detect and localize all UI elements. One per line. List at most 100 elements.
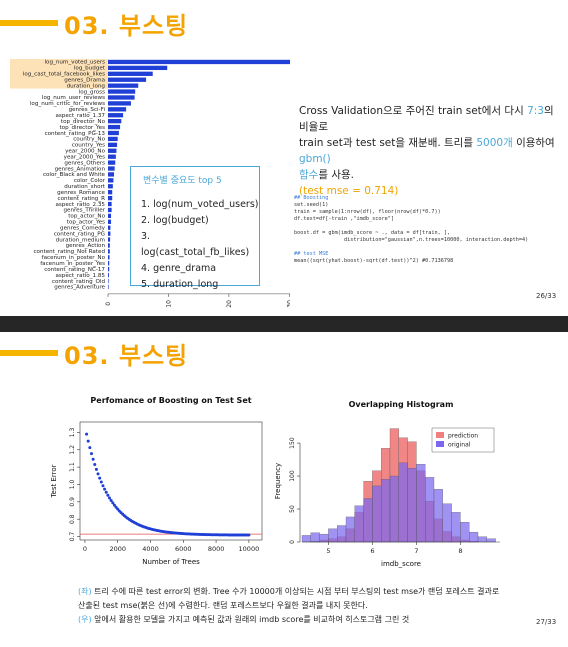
code-line: distribution="gaussian",n.trees=10000, i… — [294, 237, 528, 244]
importance-bar — [108, 78, 146, 82]
importance-bar — [108, 66, 167, 70]
error-point — [106, 494, 109, 497]
y-tick-label: 100 — [289, 470, 296, 482]
code-line: set.seed(1) — [294, 202, 528, 209]
x-tick-label: 6 — [370, 547, 374, 555]
r-code-block: ## Boosting set.seed(1) train = sample(1:n… — [294, 195, 528, 265]
category-label: genres_Adventure — [54, 285, 105, 291]
cv-fn2: 함수 — [299, 169, 318, 181]
importance-bar — [108, 155, 116, 159]
caption-left: 트리 수에 따른 test error의 변화. Tree 수가 10000개 … — [78, 587, 499, 610]
importance-bar — [108, 113, 123, 117]
importance-bar — [108, 231, 110, 235]
y-tick-label: 0.7 — [69, 532, 76, 542]
original-bar — [311, 533, 320, 542]
error-point — [93, 463, 96, 466]
slide-caption: (좌) 트리 수에 따른 test error의 변화. Tree 수가 100… — [78, 585, 508, 627]
x-tick-label: 20 — [226, 300, 233, 308]
x-tick-label: 0 — [83, 545, 87, 553]
x-tick-label: 7 — [414, 547, 418, 555]
top5-item: 4. genre_drama — [141, 261, 259, 277]
x-tick-label: 2000 — [109, 545, 126, 553]
importance-bar — [108, 72, 153, 76]
original-bar — [460, 522, 469, 542]
y-tick-label: 0.9 — [69, 497, 76, 507]
code-line: train = sample(1:nrow(df), floor(nrow(df… — [294, 209, 528, 216]
original-bar — [478, 537, 487, 542]
caption-right: 앞에서 활용한 모델을 가지고 예측된 값과 원래의 imdb score를 비… — [92, 615, 410, 624]
original-bar — [302, 535, 311, 542]
importance-bar — [108, 125, 120, 129]
original-bar — [469, 532, 478, 542]
original-bar — [381, 479, 390, 542]
cv-text-3: train set과 test set을 재분배. 트리를 — [299, 137, 476, 149]
slide-title: 03. 부스팅 — [64, 336, 188, 371]
top5-item: 1. log(num_voted_users) — [141, 197, 259, 213]
importance-bar — [108, 89, 135, 93]
legend-swatch — [436, 441, 444, 447]
error-point — [95, 468, 98, 471]
error-point — [97, 472, 100, 475]
importance-bar — [108, 190, 112, 194]
y-tick-label: 1.3 — [69, 427, 76, 437]
importance-bar — [108, 95, 135, 99]
x-tick-label: 0 — [105, 302, 112, 306]
original-bar — [425, 477, 434, 542]
x-tick-label: 10000 — [239, 545, 260, 553]
error-point — [103, 488, 106, 491]
top5-list: 1. log(num_voted_users) 2. log(budget) 3. … — [141, 197, 259, 293]
x-axis-label: Number of Trees — [142, 558, 200, 566]
original-bar — [364, 498, 373, 542]
page-number: 27/33 — [536, 618, 556, 626]
code-line: boost.df = gbm(imdb_score ~ ., data = df… — [294, 230, 528, 237]
original-bar — [372, 486, 381, 542]
original-bar — [337, 526, 346, 542]
cv-ratio: 7:3 — [527, 105, 544, 117]
y-axis-label: Test Error — [50, 464, 58, 498]
y-axis-label: Frequency — [274, 463, 282, 499]
caption-left-label: (좌) — [78, 587, 92, 596]
top5-title: 변수별 중요도 top 5 — [143, 173, 222, 186]
y-tick-label: 50 — [289, 505, 296, 513]
code-comment: ## test MSE — [294, 251, 528, 258]
original-bar — [355, 506, 364, 542]
y-tick-label: 150 — [289, 437, 296, 449]
title-accent-bar — [0, 350, 58, 356]
slide-title: 03. 부스팅 — [64, 6, 188, 41]
x-tick-label: 10 — [165, 300, 172, 308]
error-point — [101, 484, 104, 487]
error-point — [100, 481, 103, 484]
importance-bar — [108, 101, 131, 105]
cv-description: Cross Validation으로 주어진 train set에서 다시 7:… — [299, 103, 561, 199]
code-line: df.test=df[-train ,"imdb_score"] — [294, 216, 528, 223]
x-tick-label: 4000 — [142, 545, 159, 553]
error-point — [87, 440, 90, 443]
importance-bar — [108, 160, 115, 164]
importance-bar — [108, 220, 111, 224]
original-bar — [399, 463, 408, 542]
importance-bar — [108, 196, 112, 200]
importance-bar — [108, 184, 113, 188]
original-bar — [328, 529, 337, 542]
x-axis-label: imdb_score — [381, 560, 421, 568]
cv-fn: gbm() — [299, 153, 331, 165]
error-point — [88, 446, 91, 449]
legend-label: original — [448, 442, 471, 449]
error-point — [108, 496, 111, 499]
importance-bar — [108, 255, 110, 259]
slide-separator — [0, 316, 568, 332]
importance-bar — [108, 107, 126, 111]
top5-item: 2. log(budget) — [141, 213, 259, 229]
importance-bar — [108, 83, 138, 87]
importance-bar — [108, 149, 116, 153]
importance-bar — [108, 172, 114, 176]
code-comment: ## Boosting — [294, 195, 528, 202]
importance-bar — [108, 249, 110, 253]
original-bar — [390, 476, 399, 542]
y-tick-label: 1.1 — [69, 462, 76, 472]
importance-bar — [108, 267, 109, 271]
original-bar — [452, 512, 461, 542]
error-point — [92, 458, 95, 461]
y-tick-label: 0 — [289, 540, 296, 544]
title-accent-bar — [0, 20, 58, 26]
